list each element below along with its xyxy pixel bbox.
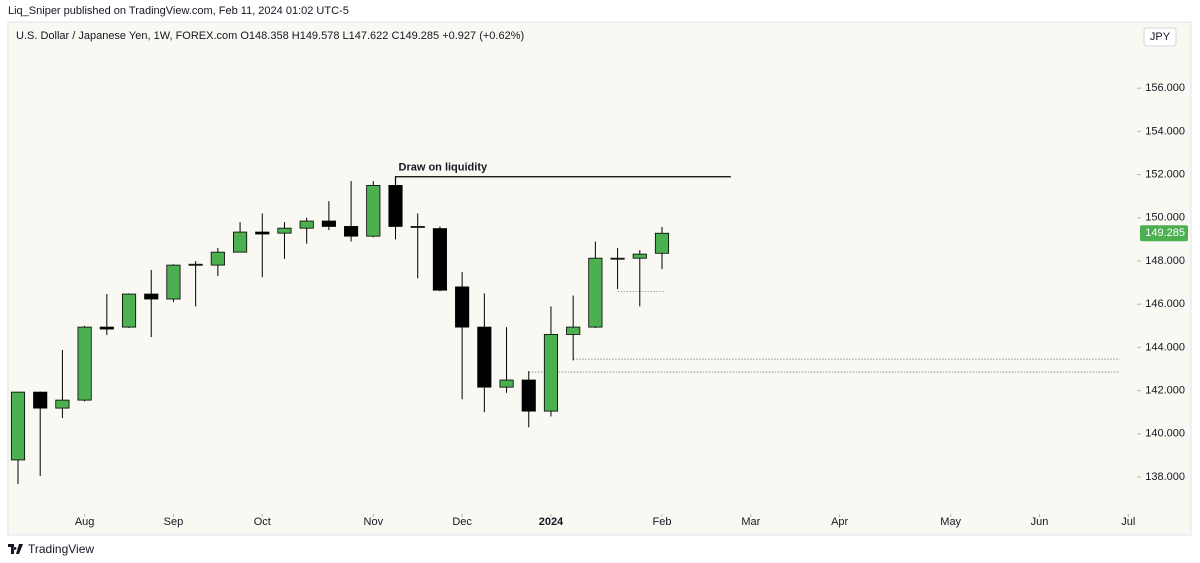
x-tick-label: 2024 xyxy=(539,516,564,528)
x-tick-label: May xyxy=(940,516,961,528)
candle-body xyxy=(55,399,70,409)
candle-body xyxy=(210,251,225,266)
candle-body xyxy=(232,231,248,253)
currency-button[interactable] xyxy=(1143,27,1177,47)
x-tick-label: Jul xyxy=(1121,516,1135,528)
candle-body xyxy=(432,228,447,291)
candle-body xyxy=(33,391,48,409)
symbol-legend: U.S. Dollar / Japanese Yen, 1W, FOREX.co… xyxy=(16,30,524,42)
candle-body xyxy=(121,293,137,328)
candle-body xyxy=(477,326,492,388)
currency-label[interactable]: JPY xyxy=(1150,31,1171,43)
y-tick-label: 138.000 xyxy=(1145,471,1185,483)
x-tick-label: Nov xyxy=(364,516,384,528)
candle-body xyxy=(499,379,514,388)
x-tick-label: Dec xyxy=(452,516,472,528)
candle-body xyxy=(632,253,647,259)
candle-body xyxy=(144,293,159,300)
tv-logo xyxy=(8,544,23,554)
y-tick-label: 140.000 xyxy=(1145,428,1185,440)
y-tick-label: 142.000 xyxy=(1145,385,1185,397)
x-tick-label: Oct xyxy=(254,516,271,528)
candle-body xyxy=(588,257,603,328)
y-tick-label: 152.000 xyxy=(1145,169,1185,181)
last-price-box xyxy=(1140,225,1188,242)
y-tick-label: 154.000 xyxy=(1145,125,1185,137)
candle-body xyxy=(366,185,381,237)
x-tick-label: Feb xyxy=(653,516,672,528)
candle-body xyxy=(610,257,625,260)
candle-body xyxy=(455,286,470,328)
candle-body xyxy=(166,264,181,300)
candle-body xyxy=(277,227,292,234)
candle-body xyxy=(10,391,26,461)
x-tick-label: Sep xyxy=(164,516,184,528)
candle-body xyxy=(521,379,536,412)
y-tick-label: 148.000 xyxy=(1145,255,1185,267)
x-tick-label: Jun xyxy=(1031,516,1049,528)
y-tick-label: 144.000 xyxy=(1145,341,1185,353)
candle-body xyxy=(543,334,559,412)
x-tick-label: Mar xyxy=(741,516,760,528)
candle-body xyxy=(388,185,403,227)
candle-body xyxy=(188,263,203,266)
candle-body xyxy=(321,220,336,227)
candle-body xyxy=(255,231,270,235)
footer-brand: TradingView xyxy=(28,542,95,556)
candle-body xyxy=(99,326,114,330)
annotation-line xyxy=(394,176,731,185)
candle-body xyxy=(299,220,314,229)
candle-body xyxy=(77,326,92,401)
chart-panel xyxy=(7,21,1192,536)
y-tick-label: 150.000 xyxy=(1145,212,1185,224)
y-tick-label: 156.000 xyxy=(1145,82,1185,94)
publish-line: Liq_Sniper published on TradingView.com,… xyxy=(8,5,349,17)
candle-body xyxy=(410,226,425,228)
x-tick-label: Apr xyxy=(831,516,848,528)
candle-body xyxy=(344,226,359,237)
candle-body xyxy=(654,232,670,254)
y-tick-label: 146.000 xyxy=(1145,298,1185,310)
candle-body xyxy=(566,326,581,335)
last-price-label: 149.285 xyxy=(1145,227,1185,239)
x-tick-label: Aug xyxy=(75,516,95,528)
annotation-text: Draw on liquidity xyxy=(399,162,488,174)
